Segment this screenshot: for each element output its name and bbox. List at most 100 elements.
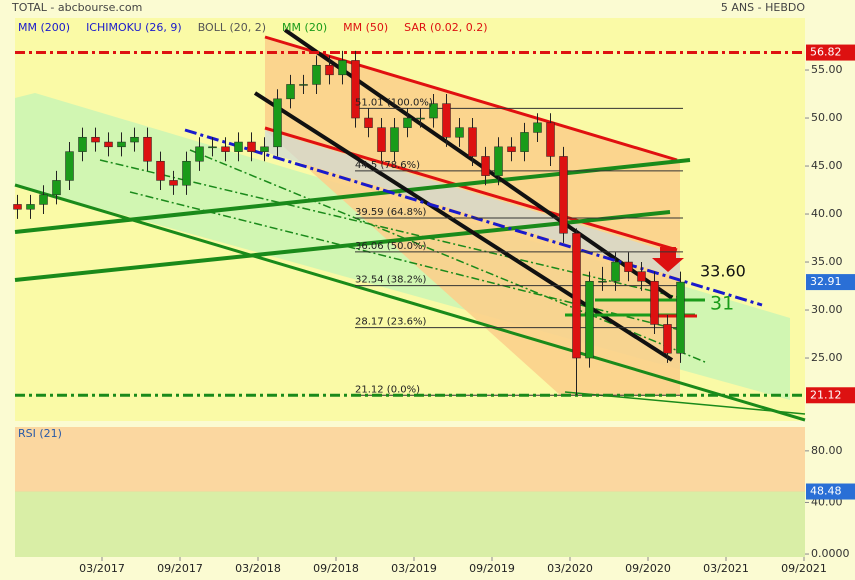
price-tag: [806, 274, 855, 291]
x-tick-label: 09/2021: [781, 562, 827, 575]
y-tick-label: 50.00: [811, 111, 843, 124]
candle-body: [65, 151, 74, 181]
rsi-title: RSI (21): [18, 427, 62, 440]
trendline: [99, 159, 691, 301]
candle-body: [234, 141, 243, 152]
fib-label: 39.59 (64.8%): [355, 207, 426, 218]
x-tick-label: 09/2017: [157, 562, 203, 575]
y-tick-label: 40.00: [811, 207, 843, 220]
candle-body: [195, 146, 204, 162]
price-tag: [806, 44, 855, 61]
candle-body: [429, 103, 438, 119]
trendline: [14, 158, 691, 234]
price-tag: [806, 483, 855, 500]
candle-body: [663, 324, 672, 354]
y-tick-label: 55.00: [811, 63, 843, 76]
candle-body: [572, 232, 581, 359]
candle-body: [546, 122, 555, 157]
candle-body: [676, 281, 685, 354]
period: 5 ANS - HEBDO: [721, 1, 805, 14]
trendline: [14, 183, 806, 422]
legend-entry: MM (200): [18, 21, 70, 34]
legend-entry: MM (50): [343, 21, 388, 34]
trendline: [264, 126, 678, 252]
x-tick-label: 03/2018: [235, 562, 281, 575]
candle-body: [182, 160, 191, 186]
y-tick-label: 45.00: [811, 159, 843, 172]
candle-body: [299, 84, 308, 86]
candle-body: [143, 136, 152, 162]
rsi-upper-zone: [15, 427, 805, 492]
candle-body: [494, 146, 503, 176]
fib-label: 36.06 (50.0%): [355, 241, 426, 252]
candle-body: [286, 84, 295, 100]
legend-entry: ICHIMOKU (26, 9): [86, 21, 182, 34]
fib-label: 28.17 (23.6%): [355, 317, 426, 328]
candle-body: [104, 141, 113, 148]
candle-body: [559, 156, 568, 234]
trendline: [264, 35, 678, 162]
candle-body: [273, 98, 282, 148]
candle-body: [468, 127, 477, 157]
candle-body: [39, 194, 48, 205]
arrow: [652, 247, 684, 272]
candle-body: [260, 146, 269, 152]
y-tick-label: 35.00: [811, 255, 843, 268]
x-tick-label: 03/2021: [703, 562, 749, 575]
candle-body: [247, 141, 256, 152]
candle-body: [325, 64, 334, 76]
candle-body: [130, 136, 139, 143]
candle-body: [221, 146, 230, 152]
x-tick-label: 03/2020: [547, 562, 593, 575]
y-tick-label: 80.00: [811, 444, 843, 457]
trendline: [129, 191, 681, 331]
candle-body: [312, 64, 321, 85]
candle-body: [585, 280, 594, 359]
candle-body: [598, 280, 607, 283]
header: TOTAL - abcbourse.com: [11, 1, 142, 14]
candle-body: [624, 261, 633, 272]
candle-body: [351, 60, 360, 119]
legend-entry: BOLL (20, 2): [198, 21, 266, 34]
price-tag-label: 48.48: [810, 485, 842, 498]
candle-body: [637, 271, 646, 282]
x-tick-label: 03/2017: [79, 562, 125, 575]
candle-body: [13, 204, 22, 210]
x-tick-label: 03/2019: [391, 562, 437, 575]
x-tick-label: 09/2019: [469, 562, 515, 575]
price-tag-label: 21.12: [810, 388, 842, 401]
chart-layer: [13, 50, 805, 557]
rsi-lower-zone: [15, 491, 805, 557]
candle-body: [52, 180, 61, 196]
candle-body: [364, 117, 373, 128]
candle-body: [481, 156, 490, 176]
y-tick-label: 30.00: [811, 303, 843, 316]
candle-body: [156, 160, 165, 181]
x-tick-label: 09/2018: [313, 562, 359, 575]
candle-body: [117, 141, 126, 148]
fib-label: 44.5 (78.6%): [355, 160, 420, 171]
legend-entry: MM (20): [282, 21, 327, 34]
candle-body: [403, 117, 412, 128]
candle-body: [338, 60, 347, 76]
legend-entry: SAR (0.02, 0.2): [404, 21, 487, 34]
y-tick-label: 25.00: [811, 351, 843, 364]
fib-label: 32.54 (38.2%): [355, 275, 426, 286]
candle-body: [611, 261, 620, 282]
candle-body: [169, 180, 178, 186]
annotation: 31: [710, 293, 734, 315]
candle-body: [442, 103, 451, 138]
trendline: [283, 28, 674, 300]
candle-body: [26, 204, 35, 210]
price-tag: [806, 387, 855, 404]
candle-body: [520, 132, 529, 152]
candle-body: [416, 117, 425, 120]
price-tag-label: 56.82: [810, 46, 842, 59]
fib-label: 21.12 (0.0%): [355, 384, 420, 395]
candle-body: [78, 136, 87, 152]
x-tick-label: 09/2020: [625, 562, 671, 575]
candles: [13, 50, 685, 396]
candle-body: [208, 146, 217, 149]
annotation: 33.60: [700, 262, 746, 281]
